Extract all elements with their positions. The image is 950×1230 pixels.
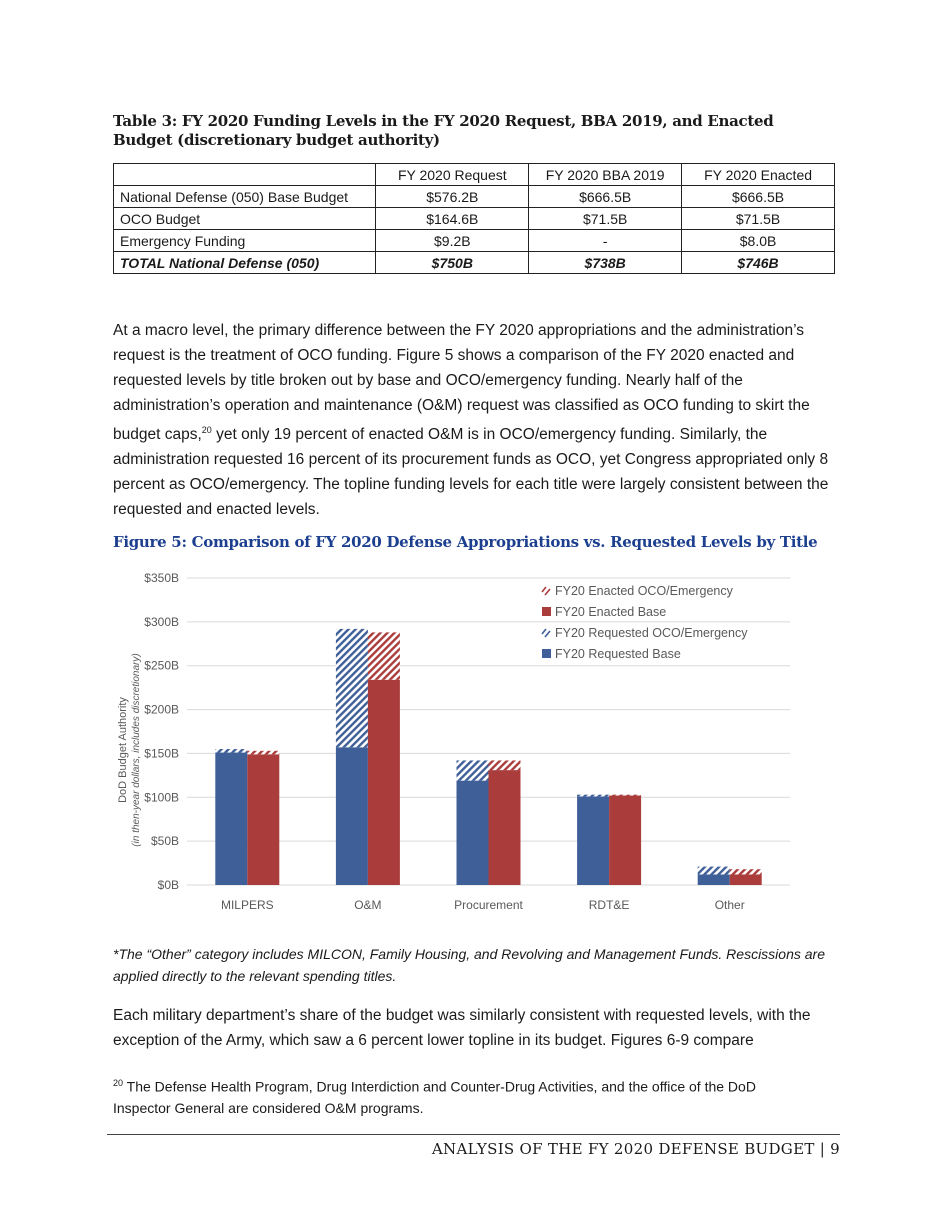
bar-fy20-requested-oco-emergency-rdte xyxy=(577,794,610,797)
table-row: OCO Budget $164.6B $71.5B $71.5B xyxy=(112,207,835,230)
paragraph-text: At a macro level, the primary difference… xyxy=(113,322,810,444)
bar-fy20-requested-base-om xyxy=(335,747,368,885)
value-cell: $71.5B xyxy=(681,207,835,230)
bar-fy20-requested-oco-emergency-om xyxy=(335,628,368,748)
funding-levels-table: FY 2020 Request FY 2020 BBA 2019 FY 2020 E… xyxy=(112,163,835,274)
value-cell: $9.2B xyxy=(375,229,530,252)
bar-fy20-enacted-oco-emergency-milpers xyxy=(247,750,280,755)
footnote-ref[interactable]: 20 xyxy=(201,425,212,435)
value-cell: FY 2020 Enacted xyxy=(681,163,835,186)
bar-fy20-requested-oco-emergency-other xyxy=(697,866,730,875)
legend-label: FY20 Requested Base xyxy=(555,647,681,661)
figure-title: Figure 5: Comparison of FY 2020 Defense … xyxy=(113,533,818,551)
x-tick-label: Procurement xyxy=(454,898,523,912)
legend-swatch xyxy=(542,607,551,616)
value-cell: $666.5B xyxy=(681,185,835,208)
y-tick-label: $150B xyxy=(144,746,179,760)
legend-swatch xyxy=(542,649,551,658)
page-number: 9 xyxy=(830,1140,840,1158)
y-tick-label: $0B xyxy=(158,878,179,892)
body-paragraph-1: At a macro level, the primary difference… xyxy=(113,318,843,522)
footer-separator: | xyxy=(819,1140,826,1158)
footnote-number: 20 xyxy=(113,1078,124,1088)
table-row: TOTAL National Defense (050) $750B $738B $7… xyxy=(112,251,835,274)
bar-fy20-enacted-oco-emergency-procurement xyxy=(488,760,521,771)
x-tick-label: Other xyxy=(715,898,745,912)
bar-fy20-enacted-base-milpers xyxy=(247,754,280,885)
y-tick-label: $50B xyxy=(151,834,179,848)
bar-fy20-enacted-oco-emergency-other xyxy=(729,869,762,875)
bar-fy20-requested-oco-emergency-procurement xyxy=(456,760,489,781)
footer-title: ANALYSIS OF THE FY 2020 DEFENSE BUDGET xyxy=(431,1140,815,1158)
y-tick-label: $100B xyxy=(144,790,179,804)
value-cell: $750B xyxy=(375,251,530,274)
bar-fy20-requested-base-milpers xyxy=(215,752,248,885)
bar-fy20-requested-base-other xyxy=(697,874,730,885)
figure-note: *The “Other” category includes MILCON, F… xyxy=(113,946,825,984)
value-cell: $8.0B xyxy=(681,229,835,252)
x-tick-label: MILPERS xyxy=(221,898,274,912)
row-label-cell: TOTAL National Defense (050) xyxy=(112,251,377,274)
value-cell: $738B xyxy=(528,251,683,274)
bar-fy20-requested-base-procurement xyxy=(456,780,489,885)
table-header-row: FY 2020 Request FY 2020 BBA 2019 FY 2020 E… xyxy=(112,163,835,186)
footnote: 20 The Defense Health Program, Drug Inte… xyxy=(113,1073,813,1119)
x-tick-label: RDT&E xyxy=(589,898,630,912)
x-tick-label: O&M xyxy=(354,898,381,912)
value-cell: $164.6B xyxy=(375,207,530,230)
row-label-cell xyxy=(112,163,377,186)
y-tick-label: $300B xyxy=(144,615,179,629)
value-cell: $666.5B xyxy=(528,185,683,208)
legend-label: FY20 Enacted OCO/Emergency xyxy=(555,584,734,598)
bar-fy20-enacted-oco-emergency-rdte xyxy=(609,794,642,796)
bar-fy20-enacted-base-rdte xyxy=(609,795,642,885)
table-row: National Defense (050) Base Budget $576.2… xyxy=(112,185,835,208)
value-cell: $746B xyxy=(681,251,835,274)
page-footer: ANALYSIS OF THE FY 2020 DEFENSE BUDGET |… xyxy=(432,1140,840,1158)
row-label-cell: Emergency Funding xyxy=(112,229,377,252)
value-cell: $71.5B xyxy=(528,207,683,230)
y-tick-label: $250B xyxy=(144,659,179,673)
value-cell: - xyxy=(528,229,683,252)
legend-swatch-hatched xyxy=(541,628,551,638)
value-cell: FY 2020 Request xyxy=(375,163,530,186)
table-row: Emergency Funding $9.2B - $8.0B xyxy=(112,229,835,252)
footnote-text: The Defense Health Program, Drug Interdi… xyxy=(113,1078,756,1116)
body-paragraph-2: Each military department’s share of the … xyxy=(113,1007,811,1049)
row-label-cell: National Defense (050) Base Budget xyxy=(112,185,377,208)
value-cell: FY 2020 BBA 2019 xyxy=(528,163,683,186)
footer-divider xyxy=(107,1134,840,1135)
bar-fy20-requested-base-rdte xyxy=(577,796,610,885)
row-label-cell: OCO Budget xyxy=(112,207,377,230)
y-axis-label: DoD Budget Authority xyxy=(117,697,129,803)
y-tick-label: $200B xyxy=(144,703,179,717)
bar-fy20-enacted-base-other xyxy=(729,874,762,885)
y-axis-sublabel: (in then-year dollars, includes discreti… xyxy=(131,653,142,846)
legend-swatch-hatched xyxy=(541,586,551,596)
value-cell: $576.2B xyxy=(375,185,530,208)
legend-label: FY20 Requested OCO/Emergency xyxy=(555,626,748,640)
bar-fy20-enacted-base-om xyxy=(367,679,400,885)
paragraph-text: yet only 19 percent of enacted O&M is in… xyxy=(113,426,829,519)
appropriations-bar-chart: $0B $50B $100B $150B $200B $250B $300B $350B MI… xyxy=(117,571,790,912)
legend-label: FY20 Enacted Base xyxy=(555,605,666,619)
y-tick-label: $350B xyxy=(144,571,179,585)
bar-fy20-enacted-base-procurement xyxy=(488,770,521,885)
bar-fy20-enacted-oco-emergency-om xyxy=(367,632,400,680)
table-title: Table 3: FY 2020 Funding Levels in the F… xyxy=(113,112,774,149)
bar-fy20-requested-oco-emergency-milpers xyxy=(215,749,248,753)
